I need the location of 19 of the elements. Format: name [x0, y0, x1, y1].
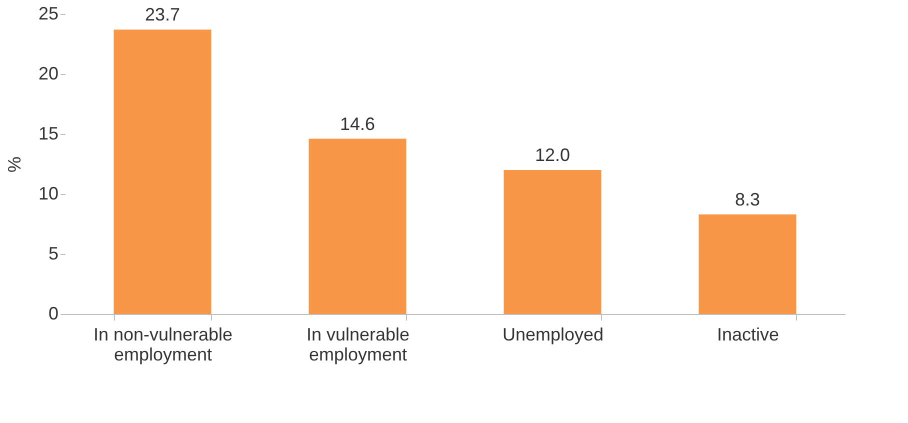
x-tick-label: In non-vulnerable employment: [93, 324, 233, 364]
y-tick-label: 5: [48, 244, 58, 264]
x-tick-label: Unemployed: [502, 324, 604, 344]
y-axis-title: %: [4, 156, 24, 173]
bar: [504, 170, 602, 314]
y-tick-label: 20: [38, 64, 58, 84]
data-label: 23.7: [144, 4, 180, 25]
y-tick-label: 0: [48, 304, 58, 324]
bar: [698, 214, 796, 314]
data-label: 14.6: [340, 114, 376, 134]
bar: [308, 138, 406, 314]
bar: [114, 30, 212, 314]
y-tick-label: 10: [38, 184, 58, 204]
data-label: 12.0: [534, 145, 570, 165]
data-label: 8.3: [734, 189, 760, 210]
y-tick-label: 25: [38, 4, 58, 24]
x-tick-label: In vulnerable employment: [306, 324, 410, 364]
x-tick-label: Inactive: [716, 324, 780, 344]
y-tick-label: 15: [38, 124, 58, 144]
